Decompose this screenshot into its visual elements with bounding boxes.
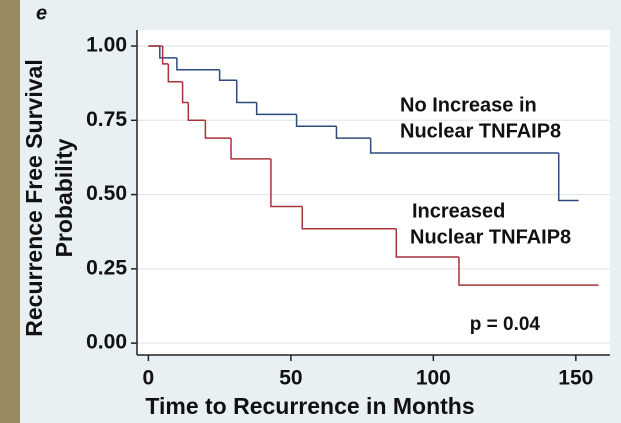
survival-step	[230, 138, 271, 160]
survival-step	[395, 228, 459, 258]
x-tick-label: 150	[558, 367, 593, 390]
y-tick-label: 0.00	[86, 331, 127, 354]
survival-step	[187, 102, 206, 122]
y-tick-label: 0.25	[86, 256, 127, 279]
survival-step	[369, 138, 559, 154]
survival-step	[335, 126, 371, 139]
survival-step	[167, 63, 183, 83]
survival-step	[161, 46, 169, 65]
survival-step	[458, 256, 599, 286]
survival-step	[295, 114, 337, 128]
survival-step	[301, 206, 397, 230]
p-value: p = 0.04	[470, 314, 541, 335]
series-label: No Increase in	[400, 94, 537, 116]
y-tick-label: 0.75	[86, 108, 127, 131]
survival-step	[159, 46, 177, 59]
survival-step	[176, 57, 220, 71]
x-tick-label: 50	[279, 367, 302, 390]
series-label: Nuclear TNFAIP8	[410, 226, 571, 248]
x-axis-label: Time to Recurrence in Months	[145, 393, 474, 419]
survival-step	[181, 81, 189, 104]
x-tick-label: 100	[416, 367, 451, 390]
series-label: Increased	[412, 200, 505, 222]
x-tick-label: 0	[143, 367, 155, 390]
y-axis-label: Probability	[51, 138, 77, 257]
panel-label: e	[36, 2, 47, 24]
survival-step	[218, 69, 237, 81]
y-tick-label: 0.50	[86, 182, 127, 205]
plot-area	[137, 30, 610, 355]
survival-step	[235, 80, 257, 104]
series-label: Nuclear TNFAIP8	[400, 120, 561, 142]
survival-step	[204, 120, 232, 139]
survival-step	[557, 152, 579, 202]
y-tick-label: 1.00	[86, 34, 127, 57]
survival-step	[255, 102, 297, 116]
micrograph-strip	[0, 0, 20, 423]
survival-step	[270, 158, 303, 208]
y-axis-label: Recurrence Free Survival	[21, 59, 47, 336]
